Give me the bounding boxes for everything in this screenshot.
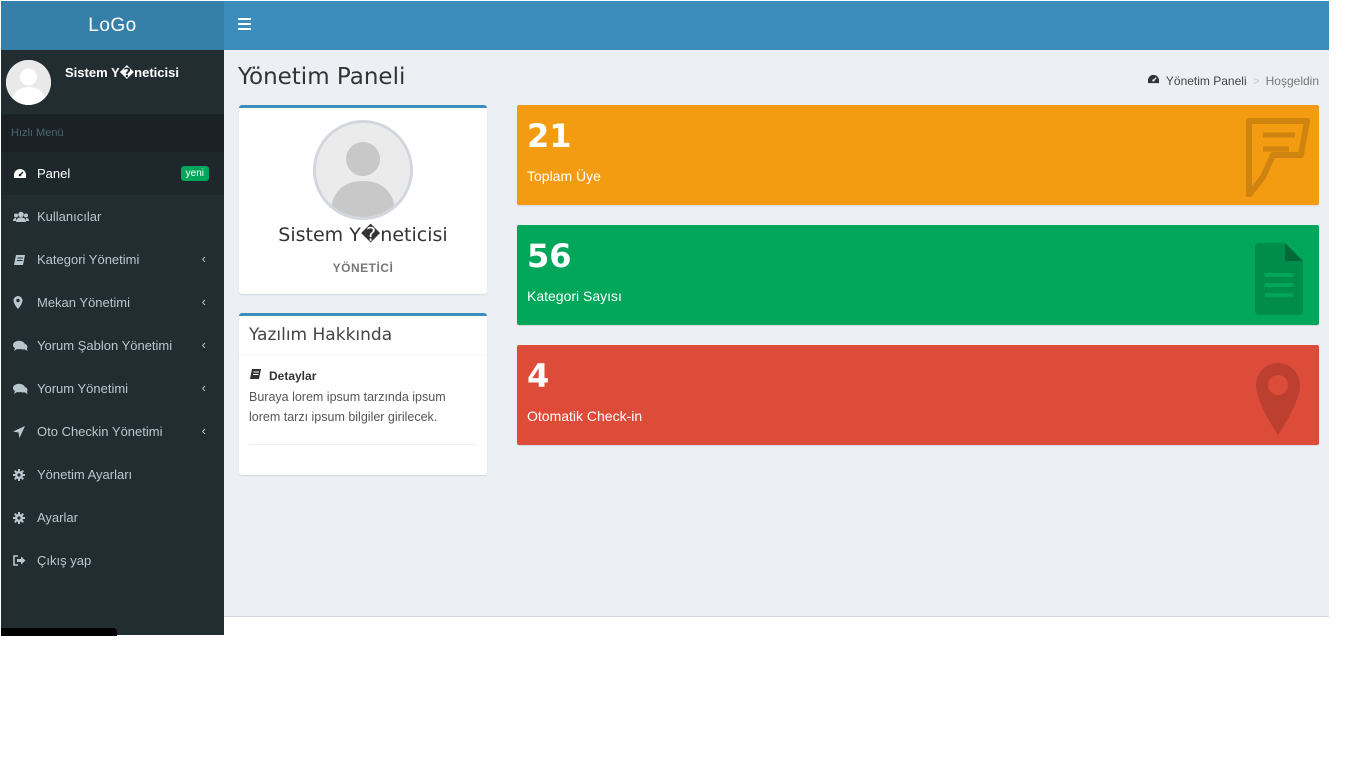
page-title: Yönetim Paneli <box>238 64 406 90</box>
about-box: Yazılım Hakkında Detaylar Buraya lorem i… <box>239 313 487 475</box>
sign-out-icon <box>13 555 37 566</box>
sidebar-item-admin-settings[interactable]: Yönetim Ayarları <box>1 453 224 496</box>
sidebar-item-settings[interactable]: Ayarlar <box>1 496 224 539</box>
main-header: LoGo <box>1 1 1329 50</box>
foursquare-icon <box>1246 118 1310 197</box>
user-panel: Sistem Y�neticisi <box>1 50 224 114</box>
sidebar-item-panel[interactable]: Panel yeni <box>1 152 224 195</box>
new-badge: yeni <box>180 166 209 181</box>
divider <box>239 355 487 356</box>
book-icon <box>13 254 37 266</box>
bars-icon[interactable] <box>238 18 251 32</box>
stat-label: Kategori Sayısı <box>527 288 622 304</box>
users-icon <box>13 211 37 223</box>
sidebar-item-label: Ayarlar <box>37 510 78 525</box>
status-tooltip <box>1 628 117 636</box>
book-icon <box>249 368 262 383</box>
profile-name: Sistem Y�neticisi <box>278 224 448 246</box>
menu-header: Hızlı Menü <box>1 114 224 152</box>
map-marker-icon <box>13 296 37 309</box>
sidebar-item-label: Yönetim Ayarları <box>37 467 133 482</box>
sidebar-item-categories[interactable]: Kategori Yönetimi ‹ <box>1 238 224 281</box>
profile-role: YÖNETİCİ <box>332 261 394 275</box>
breadcrumb-root[interactable]: Yönetim Paneli <box>1165 74 1247 88</box>
profile-avatar <box>313 120 413 220</box>
sidebar-item-auto-checkin[interactable]: Oto Checkin Yönetimi ‹ <box>1 410 224 453</box>
sidebar-item-users[interactable]: Kullanıcılar <box>1 195 224 238</box>
dashboard-icon <box>13 168 37 180</box>
about-title: Yazılım Hakkında <box>249 325 393 345</box>
map-marker-icon <box>1256 363 1300 435</box>
app-window: LoGo Sistem Y�neticisi Hızlı Menü Pan <box>1 1 1329 636</box>
sidebar-item-label: Kategori Yönetimi <box>37 252 140 267</box>
sidebar-item-label: Yorum Şablon Yönetimi <box>37 338 173 353</box>
top-navbar <box>224 1 1329 50</box>
breadcrumb-current: Hoşgeldin <box>1265 74 1319 88</box>
avatar <box>6 60 51 105</box>
gear-icon <box>13 511 37 524</box>
file-text-icon <box>1255 243 1303 315</box>
sidebar-item-venues[interactable]: Mekan Yönetimi ‹ <box>1 281 224 324</box>
chevron-left-icon: ‹ <box>201 423 206 438</box>
sidebar-item-comment-templates[interactable]: Yorum Şablon Yönetimi ‹ <box>1 324 224 367</box>
stat-value: 4 <box>527 357 550 395</box>
stat-category-count[interactable]: 56 Kategori Sayısı <box>517 225 1319 325</box>
stat-label: Toplam Üye <box>527 168 601 184</box>
footer-divider <box>224 616 1329 617</box>
sidebar-item-label: Kullanıcılar <box>37 209 102 224</box>
chevron-left-icon: ‹ <box>201 337 206 352</box>
divider <box>249 444 477 445</box>
about-subtitle-label: Detaylar <box>269 368 317 383</box>
location-arrow-icon <box>13 425 37 438</box>
sidebar-item-logout[interactable]: Çıkış yap <box>1 539 224 582</box>
comments-icon <box>13 340 37 352</box>
stat-value: 56 <box>527 237 572 275</box>
about-subtitle: Detaylar <box>249 368 316 383</box>
breadcrumb-separator: > <box>1252 74 1260 88</box>
stat-auto-checkin[interactable]: 4 Otomatik Check-in <box>517 345 1319 445</box>
comments-icon <box>13 383 37 395</box>
sidebar-item-comments[interactable]: Yorum Yönetimi ‹ <box>1 367 224 410</box>
sidebar: Sistem Y�neticisi Hızlı Menü Panel yeni … <box>1 50 224 636</box>
sidebar-item-label: Yorum Yönetimi <box>37 381 129 396</box>
stat-label: Otomatik Check-in <box>527 408 643 424</box>
content-area: Yönetim Paneli Yönetim Paneli > Hoşgeldi… <box>224 50 1329 616</box>
chevron-left-icon: ‹ <box>201 294 206 309</box>
profile-box: Sistem Y�neticisi YÖNETİCİ <box>239 105 487 294</box>
breadcrumb: Yönetim Paneli > Hoşgeldin <box>1147 74 1319 88</box>
about-text: Buraya lorem ipsum tarzında ipsum lorem … <box>249 390 446 424</box>
logo[interactable]: LoGo <box>1 1 224 50</box>
sidebar-item-label: Panel <box>37 166 71 181</box>
stat-value: 21 <box>527 117 572 155</box>
sidebar-item-label: Oto Checkin Yönetimi <box>37 424 163 439</box>
gear-icon <box>13 468 37 481</box>
sidebar-item-label: Mekan Yönetimi <box>37 295 130 310</box>
sidebar-item-label: Çıkış yap <box>37 553 92 568</box>
chevron-left-icon: ‹ <box>201 380 206 395</box>
stat-total-members[interactable]: 21 Toplam Üye <box>517 105 1319 205</box>
dashboard-icon <box>1147 74 1160 88</box>
user-name: Sistem Y�neticisi <box>65 65 179 80</box>
chevron-left-icon: ‹ <box>201 251 206 266</box>
